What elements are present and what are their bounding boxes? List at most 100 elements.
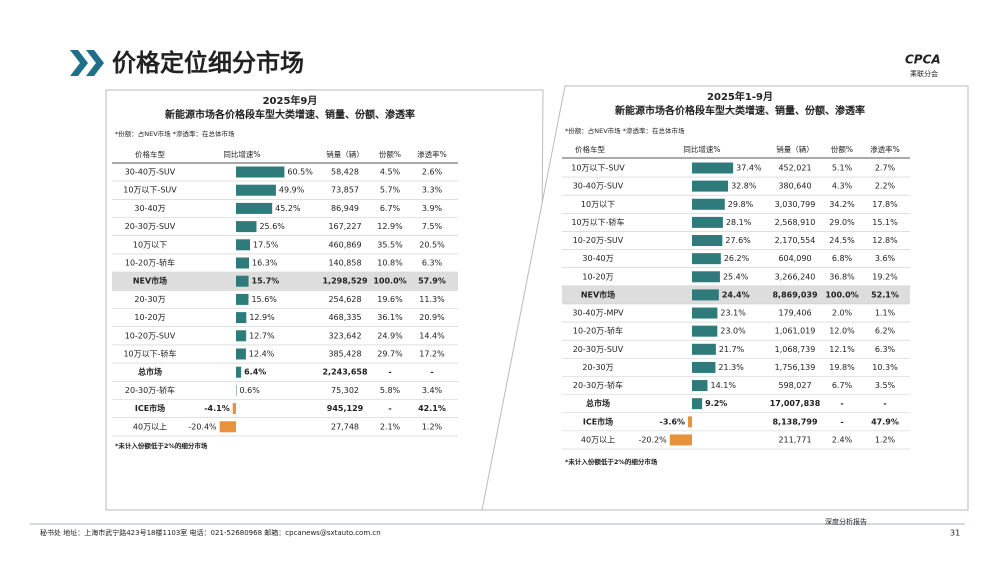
sales: 2,568,910 (775, 218, 816, 227)
growth-bar (236, 221, 257, 233)
growth-label: 60.5% (287, 168, 313, 177)
penetration: 19.2% (872, 272, 898, 281)
growth-bar (692, 180, 729, 192)
growth-bar (692, 398, 703, 410)
growth-label: 24.4% (722, 290, 750, 299)
growth-label: 37.4% (736, 164, 762, 173)
growth-bar (692, 289, 719, 301)
share: 2.4% (832, 435, 853, 444)
sales: 73,857 (331, 186, 359, 195)
share: 100.0% (373, 277, 406, 286)
sales: 1,061,019 (775, 327, 816, 336)
sales: 17,007,838 (770, 399, 821, 408)
segment: 40万以上 (581, 435, 615, 444)
growth-bar (219, 421, 236, 433)
growth-bar (236, 184, 276, 196)
logo: CPCA (905, 53, 941, 67)
sales: 167,227 (328, 222, 361, 231)
sales: 468,335 (328, 313, 361, 322)
page-number: 31 (950, 529, 960, 538)
column-header: 渗透率% (417, 149, 447, 159)
sales: 179,406 (778, 309, 811, 318)
penetration: - (883, 399, 886, 408)
column-header: 份额% (379, 149, 401, 159)
column-header: 同比增速% (223, 149, 260, 159)
table-subtitle: 新能源市场各价格段车型大类增速、销量、份额、渗透率 (165, 108, 415, 121)
footer-report: 深度分析报告 (825, 517, 867, 526)
penetration: 6.3% (875, 345, 896, 354)
segment: 20-30万-轿车 (125, 385, 175, 395)
sales: 598,027 (778, 381, 811, 390)
footer-address: 秘书处 地址：上海市武宁路423号18楼1103室 电话：021-5268096… (40, 528, 381, 537)
segment: 10-20万-轿车 (125, 258, 175, 268)
segment: 30-40万 (582, 254, 613, 263)
sales: 8,138,799 (772, 417, 817, 426)
penetration: 7.5% (422, 222, 443, 231)
share: 12.9% (377, 222, 403, 231)
column-header: 同比增速% (683, 144, 720, 154)
segment: 30-40万-SUV (573, 182, 624, 191)
segment: ICE市场 (583, 416, 613, 426)
penetration: 20.9% (419, 313, 445, 322)
segment: 30-40万-MPV (572, 309, 624, 318)
growth-bar (692, 380, 708, 392)
table-title: 2025年1-9月 (707, 90, 773, 103)
row-highlight (562, 285, 910, 304)
penetration: 17.2% (419, 350, 445, 359)
share: 4.3% (832, 182, 853, 191)
share: 6.7% (832, 381, 853, 390)
segment: 40万以上 (133, 422, 167, 431)
column-header: 渗透率% (870, 144, 900, 154)
growth-label: 23.1% (720, 309, 746, 318)
growth-bar (236, 312, 247, 324)
penetration: 1.2% (422, 422, 443, 431)
sales: 58,428 (331, 168, 359, 177)
growth-bar (692, 325, 718, 337)
segment: 20-30万-轿车 (573, 380, 623, 390)
penetration: 47.9% (871, 417, 899, 426)
share: 34.2% (829, 200, 855, 209)
share: 12.0% (829, 327, 855, 336)
page-title: 价格定位细分市场 (112, 49, 304, 77)
growth-bar (236, 239, 250, 251)
segment: 20-30万 (582, 363, 613, 372)
sales: 2,170,554 (775, 236, 816, 245)
share: - (840, 399, 843, 408)
segment: 30-40万 (134, 204, 165, 213)
share: 6.8% (832, 254, 853, 263)
sales: 452,021 (778, 164, 811, 173)
segment: 总市场 (586, 398, 610, 408)
segment: 10-20万 (134, 313, 165, 322)
growth-bar (236, 348, 246, 360)
column-header: 价格车型 (575, 144, 605, 154)
penetration: 3.9% (422, 204, 443, 213)
growth-label: -4.1% (204, 404, 230, 413)
penetration: 3.5% (875, 381, 896, 390)
segment: NEV市场 (133, 276, 167, 286)
segment: 30-40万-SUV (125, 168, 176, 177)
segment: ICE市场 (135, 403, 165, 413)
growth-label: -20.4% (188, 422, 217, 431)
share: 36.1% (377, 313, 403, 322)
share: 29.0% (829, 218, 855, 227)
penetration: 11.3% (419, 295, 445, 304)
share: - (388, 368, 391, 377)
growth-bar (692, 216, 723, 228)
segment: 10万以下-SUV (123, 186, 177, 195)
growth-label: 49.9% (279, 186, 305, 195)
growth-bar (232, 403, 236, 415)
sales: 8,869,039 (772, 290, 817, 299)
share: 24.5% (829, 236, 855, 245)
table-subtitle: 新能源市场各价格段车型大类增速、销量、份额、渗透率 (615, 104, 865, 117)
penetration: 17.8% (872, 200, 898, 209)
growth-bar (236, 330, 247, 342)
growth-label: -3.6% (660, 417, 686, 426)
growth-bar (688, 416, 692, 428)
penetration: 2.2% (875, 182, 896, 191)
segment: 10-20万 (582, 272, 613, 281)
share: 100.0% (825, 290, 858, 299)
growth-label: 27.6% (725, 236, 751, 245)
growth-bar (236, 202, 273, 214)
share: - (388, 404, 391, 413)
